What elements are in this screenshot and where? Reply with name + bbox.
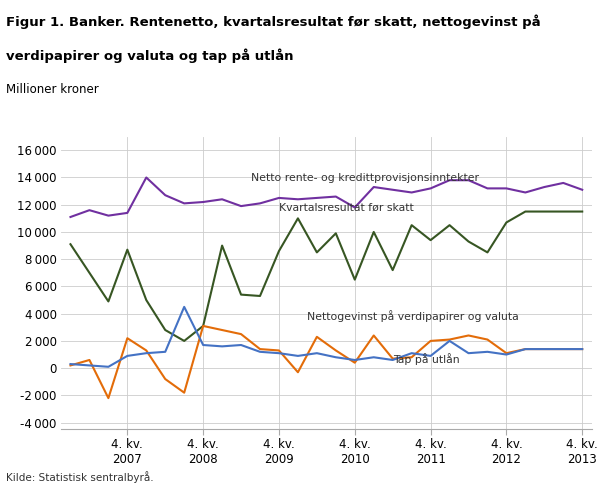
Text: Kilde: Statistisk sentralbyrå.: Kilde: Statistisk sentralbyrå. (6, 471, 154, 483)
Text: Tap på utlån: Tap på utlån (393, 353, 459, 366)
Text: verdipapirer og valuta og tap på utlån: verdipapirer og valuta og tap på utlån (6, 49, 293, 63)
Text: Nettogevinst på verdipapirer og valuta: Nettogevinst på verdipapirer og valuta (307, 310, 519, 322)
Text: Kvartalsresultat før skatt: Kvartalsresultat før skatt (279, 203, 414, 213)
Text: Netto rente- og kredittprovisjonsinntekter: Netto rente- og kredittprovisjonsinntekt… (251, 173, 478, 183)
Text: Figur 1. Banker. Rentenetto, kvartalsresultat før skatt, nettogevinst på: Figur 1. Banker. Rentenetto, kvartalsres… (6, 15, 540, 29)
Text: Millioner kroner: Millioner kroner (6, 83, 99, 96)
